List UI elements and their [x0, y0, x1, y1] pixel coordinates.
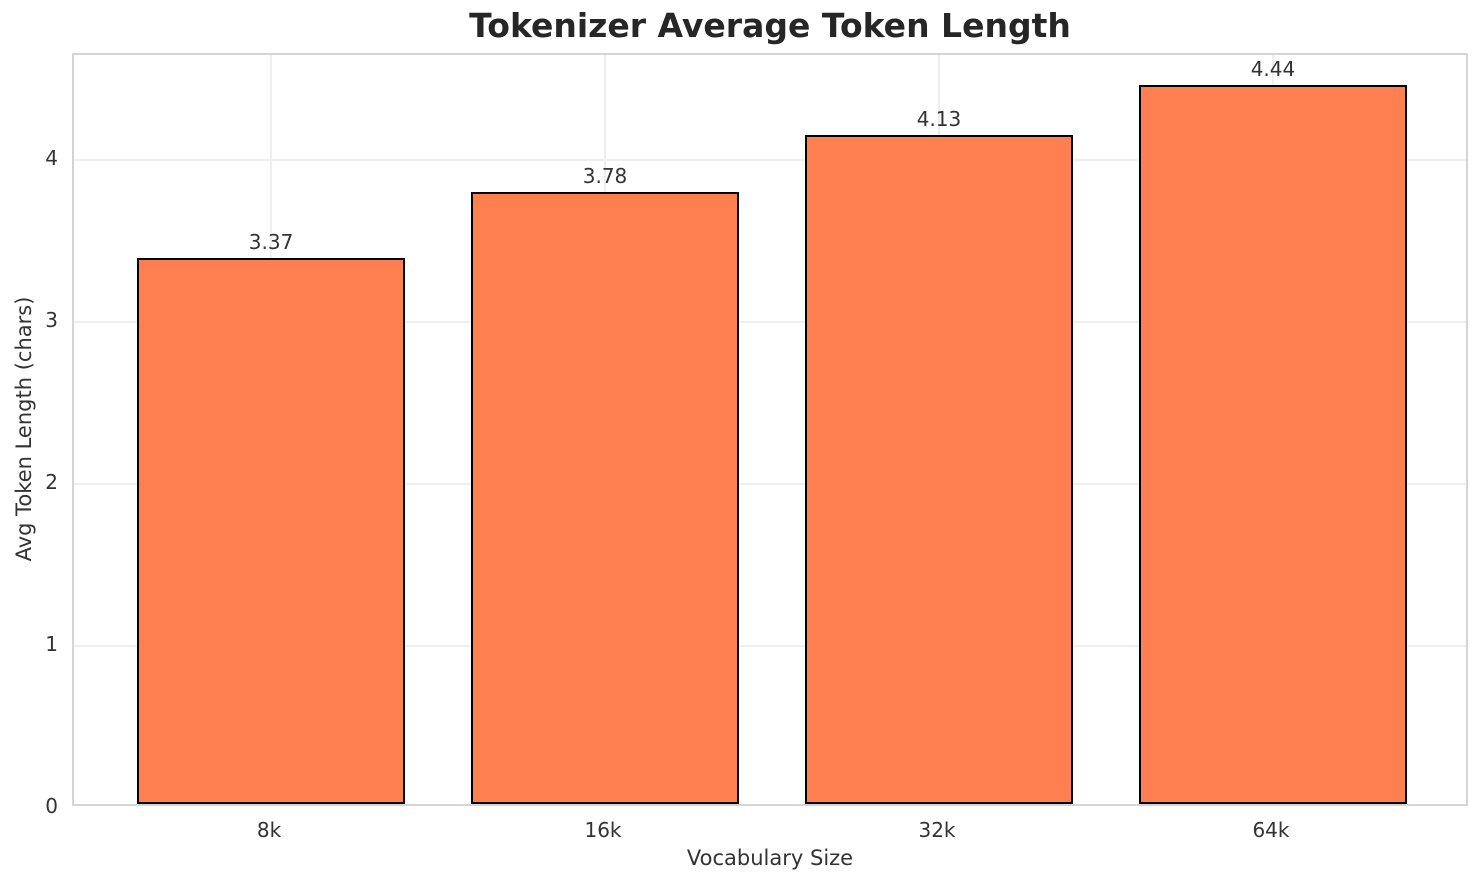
gridline-horizontal	[74, 159, 1466, 162]
y-tick-label: 3	[45, 308, 58, 333]
x-axis-label: Vocabulary Size	[686, 846, 854, 870]
x-tick-label: 8k	[256, 818, 282, 842]
bar-value-label: 3.37	[248, 230, 294, 255]
chart-title: Tokenizer Average Token Length	[469, 6, 1071, 45]
x-tick-label: 64k	[1252, 818, 1290, 842]
gridline-horizontal	[74, 483, 1466, 486]
gridline-horizontal	[74, 645, 1466, 648]
bar-32k	[805, 135, 1073, 804]
bar-64k	[1139, 85, 1407, 804]
y-axis-label: Avg Token Length (chars)	[12, 296, 36, 562]
bar-16k	[471, 191, 739, 804]
y-tick-label: 1	[45, 632, 58, 657]
bar-value-label: 4.13	[916, 107, 962, 132]
y-tick-label: 2	[45, 470, 58, 495]
bar-value-label: 3.78	[582, 163, 628, 188]
plot-area: 3.37 3.78 4.13 4.44	[72, 53, 1468, 806]
x-tick-label: 16k	[584, 818, 622, 842]
gridline-horizontal	[74, 321, 1466, 324]
bar-value-label: 4.44	[1250, 57, 1296, 82]
x-tick-label: 32k	[918, 818, 956, 842]
bar-8k	[137, 258, 405, 804]
y-tick-label: 0	[45, 794, 58, 818]
y-tick-label: 4	[45, 146, 58, 171]
